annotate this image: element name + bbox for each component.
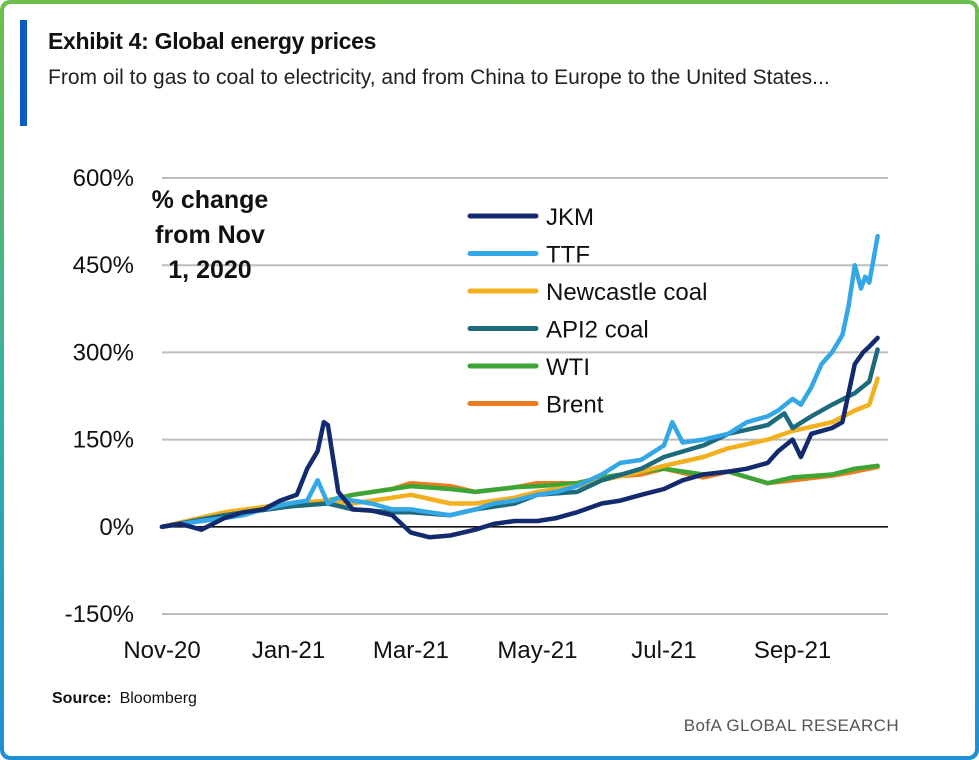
x-tick-label: Jul-21 <box>631 637 696 664</box>
legend-label: Brent <box>546 392 604 419</box>
annotation-text: from Nov <box>155 221 265 249</box>
y-tick-label: 600% <box>73 165 134 192</box>
x-tick-label: Sep-21 <box>754 637 831 664</box>
y-tick-label: -150% <box>65 601 134 628</box>
x-tick-label: Nov-20 <box>123 637 200 664</box>
y-tick-label: 450% <box>73 252 134 279</box>
chart-subtitle: From oil to gas to coal to electricity, … <box>48 66 830 89</box>
annotation-text: % change <box>152 186 269 214</box>
series-line <box>159 233 880 530</box>
annotation-text: 1, 2020 <box>168 256 251 284</box>
x-tick-label: Jan-21 <box>252 637 325 664</box>
y-tick-label: 300% <box>73 339 134 366</box>
y-tick-label: 0% <box>99 514 134 541</box>
legend-label: WTI <box>546 354 590 381</box>
legend-label: API2 coal <box>546 317 649 344</box>
title-accent-bar <box>20 20 27 126</box>
source-note: Source: Bloomberg <box>52 690 197 708</box>
brand-label: BofA GLOBAL RESEARCH <box>683 716 899 735</box>
legend-label: TTF <box>546 242 590 269</box>
y-tick-label: 150% <box>73 427 134 454</box>
series-line <box>159 335 880 540</box>
x-tick-label: May-21 <box>497 637 577 664</box>
legend-label: JKM <box>546 204 594 231</box>
chart-title: Exhibit 4: Global energy prices <box>48 28 377 54</box>
source-label: Source: <box>52 690 112 707</box>
x-tick-label: Mar-21 <box>373 637 449 664</box>
source-value: Bloomberg <box>119 690 197 707</box>
legend-label: Newcastle coal <box>546 279 707 306</box>
